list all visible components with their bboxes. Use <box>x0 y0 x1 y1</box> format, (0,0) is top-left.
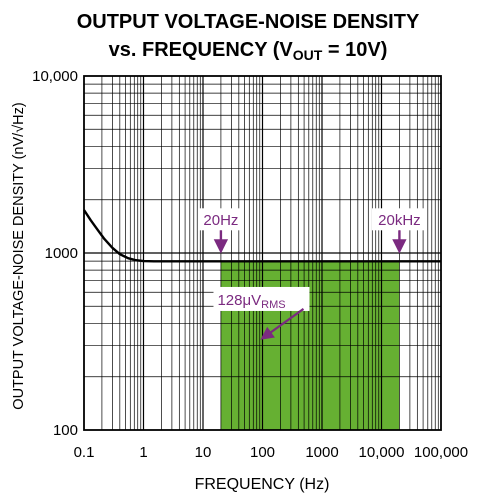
x-tick-label: 0.1 <box>74 444 95 461</box>
x-tick-label: 1000 <box>305 444 338 461</box>
series-line-0 <box>82 209 441 263</box>
x-axis-label: FREQUENCY (Hz) <box>195 476 330 493</box>
grid-layer <box>84 76 441 430</box>
annotation-layer: 20Hz 20kHz 128μVRMS <box>197 208 427 340</box>
x-tick-label: 1 <box>139 444 147 461</box>
tick-layer: 0.1 1 10 100 1000 10,000 100,000 100 1000 10,000 <box>32 68 468 461</box>
x-tick-label: 10 <box>195 444 212 461</box>
chart-title-prefix: vs. FREQUENCY (V <box>109 39 294 61</box>
y-tick-label: 100 <box>53 422 78 439</box>
rms-label: 128μVRMS <box>217 292 285 311</box>
series-layer <box>82 209 441 263</box>
x-tick-label: 100 <box>250 444 275 461</box>
chart-title-subscript: OUT <box>293 47 323 63</box>
rms-label-main: 128μV <box>217 292 261 309</box>
annotation-label: 20Hz <box>203 212 238 229</box>
chart-title-suffix: = 10V) <box>322 39 387 61</box>
annotation-box <box>197 208 244 231</box>
annotation-label: 20kHz <box>378 212 421 229</box>
rms-label-subscript: RMS <box>261 299 285 311</box>
y-axis-label: OUTPUT VOLTAGE-NOISE DENSITY (nV/√Hz) <box>11 102 27 409</box>
chart-title-line1: OUTPUT VOLTAGE-NOISE DENSITY <box>77 11 420 33</box>
rms-arrow <box>260 308 305 340</box>
rms-label-box <box>213 286 310 311</box>
x-tick-label: 10,000 <box>359 444 405 461</box>
plot-frame <box>83 75 442 431</box>
y-tick-label: 10,000 <box>32 68 78 85</box>
x-tick-label: 100,000 <box>414 444 468 461</box>
annotation-box <box>371 208 427 231</box>
y-tick-label: 1000 <box>45 245 78 262</box>
chart-title-line2: vs. FREQUENCY (VOUT = 10V) <box>109 39 388 63</box>
